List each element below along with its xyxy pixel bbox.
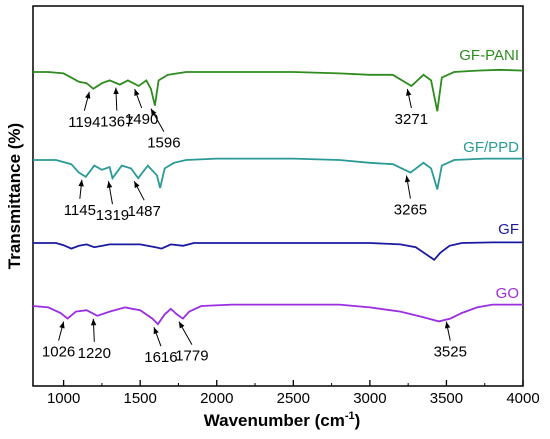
series-line: [33, 157, 523, 190]
peak-label: 1026: [42, 344, 75, 361]
peak-label: 1145: [64, 202, 96, 219]
peak-arrowhead: [178, 321, 185, 329]
peak-arrowhead: [444, 321, 451, 329]
peak-label: 3265: [394, 202, 427, 219]
peak-label: 1319: [96, 207, 129, 224]
x-axis-title-end: ): [355, 411, 361, 430]
peak-label: 1596: [147, 135, 180, 152]
peak-arrowhead: [113, 87, 119, 95]
y-axis-title: Transmittance (%): [5, 123, 24, 269]
peak-label: 1487: [128, 203, 161, 220]
peak-label: 3271: [395, 111, 428, 128]
x-tick-label: 1000: [47, 390, 80, 407]
x-tick-label: 4000: [506, 390, 539, 407]
peak-arrowhead: [106, 181, 113, 189]
peak-label: 1616: [144, 349, 177, 366]
x-axis-title-superscript: -1: [345, 410, 355, 422]
peak-label: 1367: [100, 114, 133, 131]
x-tick-label: 1500: [124, 390, 157, 407]
series-label: GF/PPD: [463, 139, 519, 156]
x-tick-label: 3000: [353, 390, 386, 407]
peak-label: 1220: [78, 345, 111, 362]
series-layer: GF-PANI GF/PPD GF GO: [32, 47, 524, 326]
plot-frame: [32, 5, 524, 387]
x-tick-label: 3500: [430, 390, 463, 407]
series-line: [33, 68, 524, 112]
peak-label: 1194: [68, 114, 100, 131]
x-tick-label: 2000: [200, 390, 233, 407]
peak-arrowhead: [85, 91, 91, 99]
peak-arrowhead: [59, 321, 65, 329]
peak-label: 1779: [175, 348, 208, 365]
series-line: [33, 241, 523, 261]
series-label: GF: [498, 221, 519, 238]
peak-arrowhead: [404, 175, 411, 183]
peak-arrowhead: [150, 108, 157, 116]
x-tick-label: 2500: [277, 390, 310, 407]
peak-arrowhead: [406, 89, 412, 96]
series-label: GO: [496, 285, 519, 302]
peak-arrowhead: [134, 181, 140, 189]
peak-arrowhead: [134, 89, 140, 96]
peak-arrowhead: [78, 179, 84, 187]
x-ticks: 1000 1500 2000 2500 3000 3500 4000: [47, 380, 540, 407]
peak-label: 3525: [434, 344, 467, 361]
series-label: GF-PANI: [459, 47, 519, 64]
peak-label: 1490: [125, 111, 158, 128]
series-line: [32, 303, 523, 326]
peak-arrowhead: [90, 318, 97, 326]
peak-arrowhead: [153, 327, 159, 335]
x-axis-title: Wavenumber (cm-1): [204, 410, 361, 430]
